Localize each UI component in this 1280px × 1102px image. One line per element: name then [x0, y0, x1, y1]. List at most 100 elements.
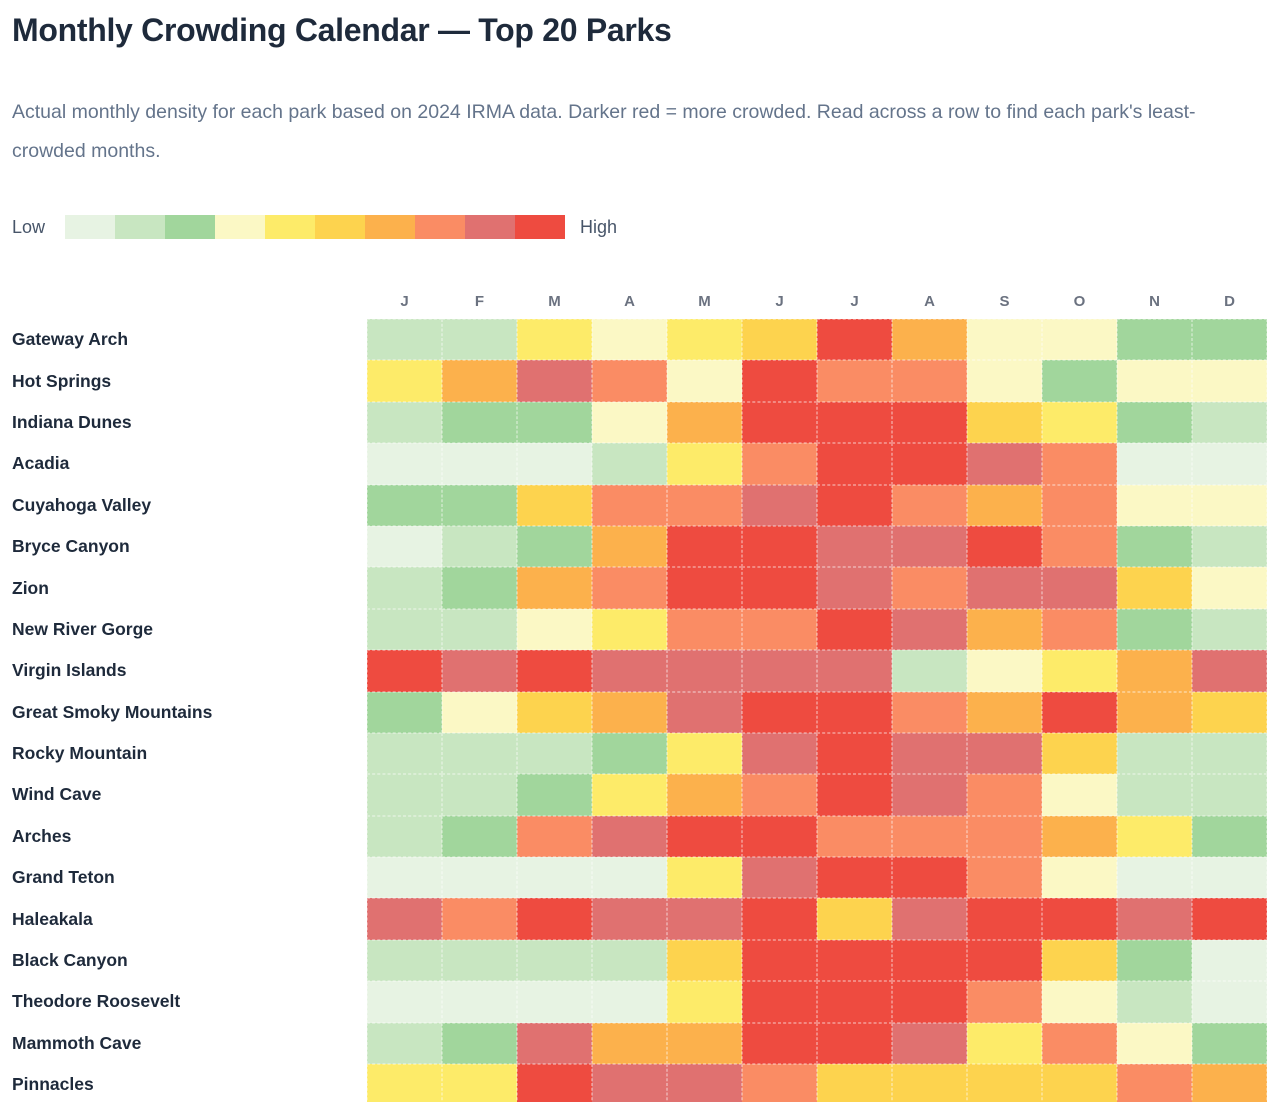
legend-low-label: Low	[12, 216, 46, 237]
heatmap-cell	[817, 898, 892, 940]
heatmap-cell	[1192, 650, 1267, 692]
heatmap-cell	[1042, 360, 1117, 402]
heatmap-cell	[1117, 650, 1192, 692]
heatmap-cell	[817, 360, 892, 402]
heatmap-cell	[892, 650, 967, 692]
heatmap-cell	[1192, 857, 1267, 899]
heatmap-cell	[1192, 691, 1267, 733]
heatmap-cell	[367, 898, 442, 940]
heatmap-cell	[742, 360, 817, 402]
heatmap-cell	[817, 774, 892, 816]
heatmap-cell	[667, 939, 742, 982]
month-header-7: J	[850, 293, 859, 310]
heatmap-cell	[442, 939, 517, 982]
heatmap-cell	[892, 360, 967, 402]
heatmap-cell	[967, 981, 1042, 1023]
heatmap-cell	[592, 608, 667, 651]
heatmap-cell	[442, 401, 517, 444]
heatmap-cell	[367, 319, 442, 361]
color-legend: Low High	[12, 215, 1268, 239]
heatmap-cell	[592, 319, 667, 361]
heatmap-cell	[742, 774, 817, 816]
heatmap-cell	[817, 443, 892, 485]
heatmap-cell	[442, 1022, 517, 1065]
heatmap-cell	[517, 1022, 592, 1065]
heatmap-cell	[667, 1064, 742, 1102]
heatmap-cell	[367, 650, 442, 692]
heatmap-cell	[442, 525, 517, 568]
heatmap-cell	[967, 443, 1042, 485]
heatmap-cell	[1192, 939, 1267, 982]
heatmap-cell	[742, 815, 817, 858]
month-header-11: N	[1149, 293, 1160, 310]
heatmap-cell	[892, 1022, 967, 1065]
heatmap-cell	[442, 319, 517, 361]
heatmap-cell	[667, 774, 742, 816]
month-header-5: M	[698, 293, 711, 310]
heatmap-cell	[1192, 815, 1267, 858]
heatmap-cell	[367, 691, 442, 733]
legend-swatch-3	[215, 215, 265, 239]
heatmap-cell	[667, 815, 742, 858]
heatmap-cell	[592, 1064, 667, 1102]
heatmap-cell	[1117, 898, 1192, 940]
heatmap-cell	[967, 939, 1042, 982]
heatmap-cell	[967, 360, 1042, 402]
heatmap-cell	[1192, 1022, 1267, 1065]
heatmap-cell	[592, 1022, 667, 1065]
legend-swatch-2	[165, 215, 215, 239]
heatmap-cell	[1192, 484, 1267, 526]
heatmap-cell	[967, 319, 1042, 361]
heatmap-cell	[517, 898, 592, 940]
heatmap-cell	[967, 484, 1042, 526]
heatmap-cell	[667, 484, 742, 526]
heatmap-cell	[1042, 1064, 1117, 1102]
heatmap-cell	[517, 857, 592, 899]
heatmap-cell	[967, 401, 1042, 444]
legend-high-label: High	[580, 216, 618, 237]
heatmap-cell	[742, 691, 817, 733]
legend-swatches	[65, 215, 565, 239]
heatmap-cell	[442, 650, 517, 692]
heatmap-cell	[667, 525, 742, 568]
heatmap-cell	[517, 567, 592, 609]
heatmap-cell	[1117, 939, 1192, 982]
heatmap-cell	[367, 567, 442, 609]
heatmap-cell	[892, 981, 967, 1023]
heatmap-cell	[892, 939, 967, 982]
heatmap-cell	[517, 691, 592, 733]
heatmap-cell	[667, 319, 742, 361]
month-header-10: O	[1073, 293, 1086, 310]
park-label: Indiana Dunes	[12, 411, 132, 432]
heatmap-cell	[967, 650, 1042, 692]
heatmap-cell	[367, 1064, 442, 1102]
heatmap-cell	[367, 857, 442, 899]
park-label: Virgin Islands	[12, 660, 127, 681]
heatmap-cell	[967, 857, 1042, 899]
heatmap-cell	[967, 898, 1042, 940]
park-label: Haleakala	[12, 908, 93, 929]
page-subtitle: Actual monthly density for each park bas…	[12, 101, 1196, 162]
heatmap-cell	[892, 857, 967, 899]
heatmap-cell	[517, 360, 592, 402]
heatmap-cell	[517, 815, 592, 858]
legend-swatch-6	[365, 215, 415, 239]
month-header-12: D	[1224, 293, 1235, 310]
heatmap-cell	[1117, 691, 1192, 733]
park-label: Pinnacles	[12, 1074, 94, 1095]
month-header-4: A	[624, 293, 635, 310]
park-label: Theodore Roosevelt	[12, 991, 181, 1012]
heatmap-cell	[742, 898, 817, 940]
park-label: Arches	[12, 825, 72, 846]
heatmap-cell	[667, 898, 742, 940]
heatmap-cell	[1117, 1064, 1192, 1102]
heatmap-grid: J F M A M J J A S O N D Gateway Arch Hot Springs India…	[12, 281, 1268, 1102]
heatmap-cell	[367, 360, 442, 402]
heatmap-cell	[1117, 1022, 1192, 1065]
heatmap-cell	[1042, 815, 1117, 858]
heatmap-cell	[1117, 732, 1192, 775]
park-label: Great Smoky Mountains	[12, 701, 213, 722]
legend-swatch-4	[265, 215, 315, 239]
heatmap-cell	[892, 567, 967, 609]
